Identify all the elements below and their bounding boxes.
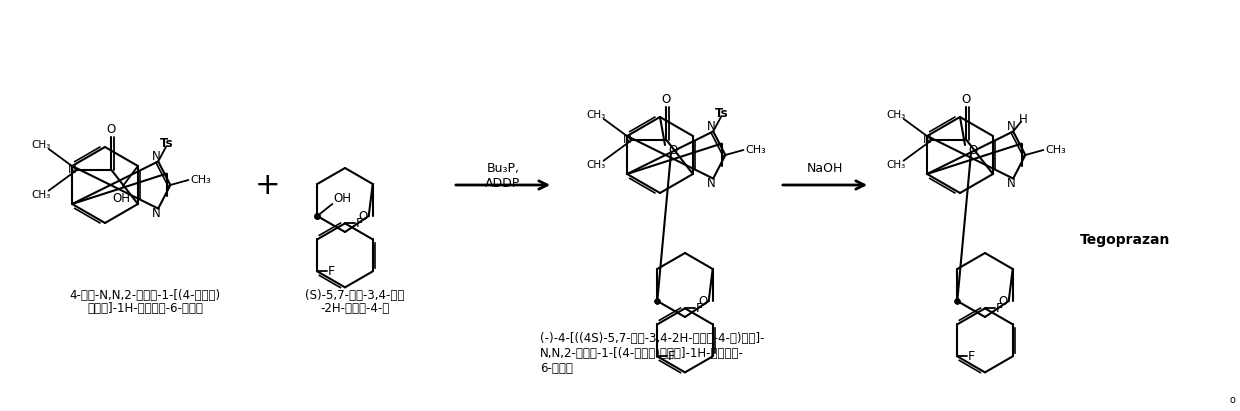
- Text: CH₃: CH₃: [587, 160, 605, 170]
- Text: O: O: [668, 143, 677, 157]
- Text: N,N,2-三甲基-1-[(4-甲苯基)磺酰基]-1H-苯基咪唑-: N,N,2-三甲基-1-[(4-甲苯基)磺酰基]-1H-苯基咪唑-: [539, 346, 744, 360]
- Text: (S)-5,7-二氟-3,4-二氢: (S)-5,7-二氟-3,4-二氢: [305, 289, 404, 302]
- Text: O: O: [107, 123, 115, 136]
- Text: O: O: [662, 93, 671, 106]
- Text: O: O: [358, 210, 367, 222]
- Text: Tegoprazan: Tegoprazan: [1080, 233, 1171, 247]
- Text: CH₃: CH₃: [887, 160, 905, 170]
- Text: N: N: [707, 120, 715, 133]
- Text: N: N: [1007, 177, 1016, 190]
- Text: H: H: [1019, 113, 1028, 126]
- Text: F: F: [356, 217, 362, 230]
- Text: F: F: [327, 265, 335, 278]
- Text: N: N: [707, 177, 715, 190]
- Text: (-)-4-[((4S)-5,7-二氟-3,4-2H-色原烯-4-基)氧基]-: (-)-4-[((4S)-5,7-二氟-3,4-2H-色原烯-4-基)氧基]-: [539, 332, 765, 344]
- Text: CH₃: CH₃: [1045, 145, 1065, 155]
- Text: CH₃: CH₃: [31, 190, 51, 200]
- Text: 6-甲酰胺: 6-甲酰胺: [539, 362, 573, 374]
- Text: OH: OH: [334, 192, 351, 205]
- Text: O: O: [962, 93, 971, 106]
- Text: O: O: [698, 295, 707, 307]
- Text: O: O: [998, 295, 1007, 307]
- Text: OH: OH: [112, 192, 130, 205]
- Text: O: O: [968, 143, 977, 157]
- Text: 磺酰基]-1H-苯并咪唑-6-甲酰胺: 磺酰基]-1H-苯并咪唑-6-甲酰胺: [87, 302, 203, 314]
- Text: N: N: [151, 207, 160, 220]
- Text: -2H-色原烯-4-醇: -2H-色原烯-4-醇: [320, 302, 389, 314]
- Text: F: F: [996, 302, 1003, 315]
- Text: Ts: Ts: [160, 137, 174, 150]
- Text: N: N: [68, 163, 77, 176]
- Text: CH₃: CH₃: [31, 140, 51, 150]
- Text: N: N: [923, 133, 931, 146]
- Text: CH₃: CH₃: [190, 175, 211, 185]
- Text: CH₃: CH₃: [587, 110, 605, 120]
- Text: +: +: [255, 171, 280, 199]
- Text: CH₃: CH₃: [745, 145, 766, 155]
- Text: Bu₃P,: Bu₃P,: [486, 162, 520, 175]
- Text: ADDP: ADDP: [485, 176, 521, 189]
- Text: o: o: [1229, 395, 1235, 405]
- Text: 4-羟基-N,N,2-三甲基-1-[(4-甲苯基): 4-羟基-N,N,2-三甲基-1-[(4-甲苯基): [69, 289, 221, 302]
- Text: F: F: [696, 302, 703, 315]
- Text: F: F: [967, 350, 975, 363]
- Text: Ts: Ts: [714, 107, 728, 120]
- Text: NaOH: NaOH: [807, 162, 843, 175]
- Text: N: N: [1007, 120, 1016, 133]
- Text: CH₃: CH₃: [887, 110, 905, 120]
- Text: F: F: [667, 350, 675, 363]
- Text: N: N: [151, 150, 160, 163]
- Text: N: N: [622, 133, 631, 146]
